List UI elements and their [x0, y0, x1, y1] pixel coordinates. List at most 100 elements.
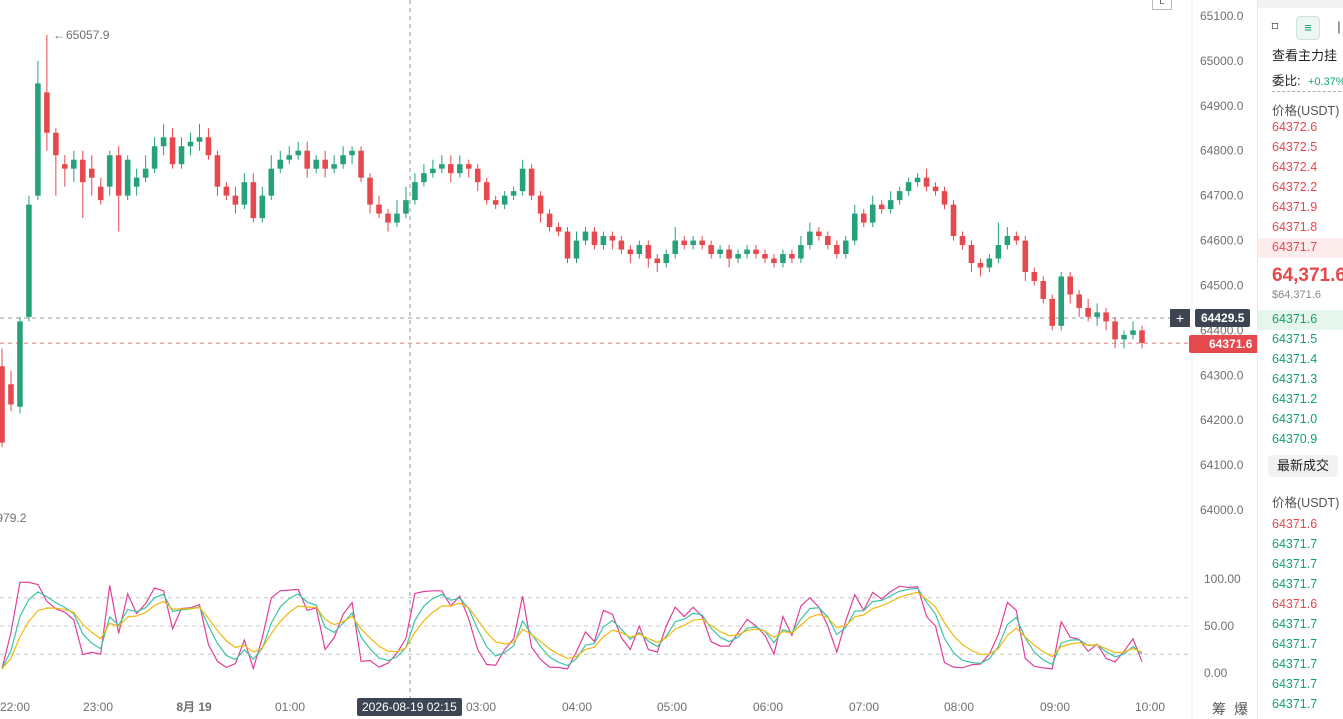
candle-body: [17, 321, 23, 407]
ask-row[interactable]: 64372.6: [1272, 120, 1318, 134]
oscillator-axis-label: 100.00: [1204, 572, 1241, 586]
candle-body: [71, 159, 77, 169]
candle-body: [501, 195, 508, 205]
high-arrow-icon: ←: [53, 28, 65, 42]
candle-body: [914, 177, 921, 183]
latest-trades-button[interactable]: 最新成交: [1268, 455, 1338, 477]
candle-body: [519, 168, 526, 192]
ask-row[interactable]: 64371.9: [1272, 200, 1318, 214]
candle-body: [349, 150, 355, 156]
bid-highlight: [1258, 310, 1343, 330]
ask-row[interactable]: 64371.8: [1272, 220, 1318, 234]
candle-body: [1076, 294, 1082, 308]
candle-body: [645, 245, 652, 259]
candle-body: [591, 231, 598, 246]
candle-body: [492, 200, 499, 205]
candle-body: [1121, 334, 1127, 340]
crosshair-plus-icon[interactable]: +: [1170, 309, 1190, 327]
ask-row[interactable]: 64372.4: [1272, 160, 1318, 174]
time-axis-label: 01:00: [275, 700, 305, 714]
price-axis-label: 64100.0: [1200, 458, 1244, 472]
trade-row: 64371.7: [1272, 577, 1318, 591]
candle-body: [564, 231, 571, 259]
time-axis-label: 08:00: [944, 700, 974, 714]
candle-body: [1130, 330, 1136, 335]
price-axis-label: 64000.0: [1200, 503, 1244, 517]
candle-body: [358, 150, 364, 178]
candle-body: [465, 164, 472, 169]
corner-l-icon[interactable]: L: [1152, 0, 1172, 10]
mid-price-usd: $64,371.6: [1272, 289, 1321, 301]
candle-body: [1094, 312, 1100, 317]
bid-row[interactable]: 64371.2: [1272, 392, 1318, 406]
chart-canvas[interactable]: 65100.0 65000.0 64900.0 64800.0 64700.0 64600…: [0, 0, 1255, 719]
layout-icon[interactable]: ⌑: [1271, 19, 1279, 34]
candle-body: [609, 236, 616, 241]
candle-body: [932, 186, 939, 192]
price-axis-label: 64200.0: [1200, 413, 1244, 427]
crosshair-time-tag: 2026-08-19 02:15: [357, 698, 462, 716]
orderbook-both-icon[interactable]: ≡: [1296, 16, 1320, 40]
trade-row: 64371.7: [1272, 677, 1318, 691]
candle-body: [1022, 240, 1029, 272]
candle-body: [124, 159, 131, 196]
bid-row[interactable]: 64371.3: [1272, 372, 1318, 386]
candle-body: [851, 213, 858, 241]
candle-body: [959, 236, 966, 246]
candle-body: [277, 159, 284, 169]
price-axis-label: 64300.0: [1200, 368, 1244, 382]
trade-row: 64371.7: [1272, 537, 1318, 551]
candle-body: [546, 213, 553, 228]
time-axis-label: 03:00: [466, 700, 496, 714]
candle-body: [0, 366, 5, 443]
candle-body: [762, 254, 768, 259]
bid-row[interactable]: 64370.9: [1272, 432, 1318, 446]
candle-body: [510, 191, 517, 196]
candle-body: [618, 240, 625, 250]
candle-body: [106, 155, 113, 187]
candlestick-chart[interactable]: 65100.0 65000.0 64900.0 64800.0 64700.0 64600…: [0, 0, 1259, 719]
trade-row: 64371.6: [1272, 517, 1318, 531]
bid-row[interactable]: 64371.5: [1272, 332, 1318, 346]
candle-body: [97, 186, 104, 201]
main-orders-title[interactable]: 查看主力挂: [1272, 48, 1338, 63]
liquidation-icon[interactable]: 爆: [1234, 701, 1248, 717]
candle-body: [151, 146, 158, 169]
candle-body: [259, 195, 266, 219]
candle-body: [816, 231, 822, 237]
ask-row[interactable]: 64372.2: [1272, 180, 1318, 194]
crosshair-price-tag: 64429.5: [1195, 309, 1251, 327]
candle-body: [708, 245, 714, 255]
candle-body: [1139, 330, 1145, 343]
oscillator-fast-line: [1, 581, 1143, 671]
chips-icon[interactable]: 筹: [1212, 701, 1226, 717]
price-header: 价格(USDT): [1272, 104, 1340, 118]
candle-body: [869, 204, 876, 223]
ask-row[interactable]: 64371.7: [1272, 240, 1318, 254]
bid-row[interactable]: 64371.6: [1272, 312, 1318, 326]
candle-body: [537, 195, 544, 214]
candle-body: [905, 182, 912, 192]
ask-row[interactable]: 64372.5: [1272, 140, 1318, 154]
candle-body: [528, 168, 535, 196]
candle-body: [825, 236, 831, 246]
candle-body: [331, 164, 337, 169]
trade-row: 64371.7: [1272, 637, 1318, 651]
candle-body: [672, 240, 679, 255]
orderbook-bids-icon[interactable]: |: [1337, 19, 1341, 34]
candle-body: [483, 182, 490, 201]
candle-body: [376, 204, 382, 214]
candle-body: [582, 231, 589, 241]
candle-body: [717, 249, 723, 255]
candle-body: [1049, 298, 1056, 326]
time-axis-label: 09:00: [1040, 700, 1070, 714]
candle-body: [8, 384, 14, 405]
bid-row[interactable]: 64371.0: [1272, 412, 1318, 426]
candle-body: [681, 240, 687, 246]
candle-body: [1040, 280, 1047, 299]
time-axis-label: 04:00: [562, 700, 592, 714]
bid-row[interactable]: 64371.4: [1272, 352, 1318, 366]
candle-body: [1013, 236, 1020, 241]
candle-body: [798, 245, 804, 259]
candle-body: [304, 150, 310, 169]
